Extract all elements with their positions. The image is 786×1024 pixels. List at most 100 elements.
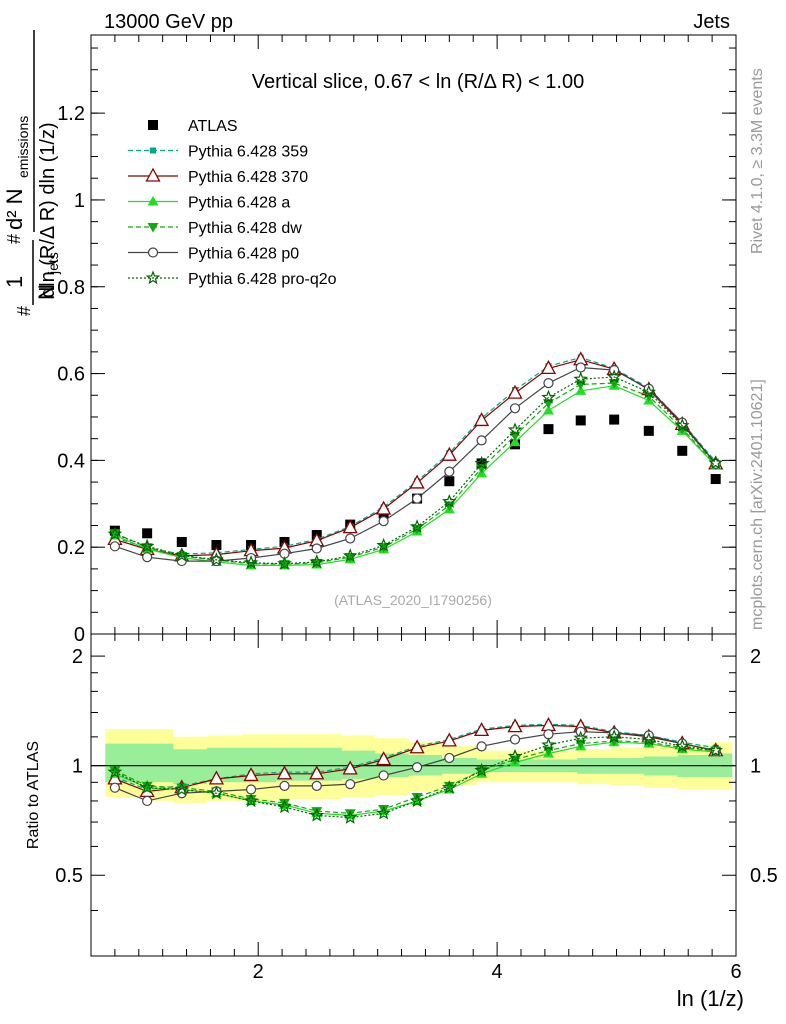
point-0-1 — [142, 528, 153, 539]
ratio-point-3-1 — [141, 781, 153, 792]
point-6-10 — [442, 493, 457, 508]
point-2-12 — [507, 384, 523, 399]
ratio-point-4-0 — [109, 782, 120, 793]
ratio-point-3-5 — [279, 798, 290, 809]
ratio-point-3-0 — [109, 766, 121, 776]
mcplots-label: mcplots.cern.ch [arXiv:2401.10621] — [749, 379, 766, 630]
ylabel-d2n: d² N — [2, 188, 27, 230]
ratio-point-5-15 — [606, 729, 622, 744]
ratio-point-1-10 — [441, 732, 457, 747]
point-5-12 — [509, 403, 521, 414]
ratio-point-5-9 — [409, 793, 425, 808]
x-tick-label: 2 — [253, 961, 264, 983]
ratio-point-3-9 — [411, 793, 423, 803]
legend: ATLAS Pythia 6.428 359 Pythia 6.428 370 Pyt… — [128, 118, 337, 288]
watermark: (ATLAS_2020_I1790256) — [334, 592, 492, 608]
point-6-16 — [641, 384, 657, 399]
point-6-18 — [708, 455, 723, 470]
legend-marker — [148, 120, 158, 130]
ratio-ytick-label-right: 1 — [750, 756, 761, 778]
ratio-point-1-8 — [376, 751, 392, 766]
point-2-8 — [376, 500, 392, 515]
ratio-point-3-10 — [443, 781, 455, 792]
point-5-17 — [677, 417, 688, 428]
ratio-point-5-0 — [107, 764, 123, 779]
point-6-8 — [376, 537, 391, 552]
ratio-line-5 — [114, 736, 716, 819]
legend-label: Pythia 6.428 p0 — [188, 246, 299, 263]
point-6-2 — [174, 547, 190, 562]
legend-item: Pythia 6.428 a — [128, 195, 290, 212]
point-5-1 — [142, 552, 153, 563]
point-5-11 — [476, 435, 487, 446]
legend-label: Pythia 6.428 370 — [188, 169, 308, 186]
ratio-ytick-label-left: 1 — [72, 756, 83, 778]
ratio-point-4-4 — [245, 784, 257, 795]
main-ylabel: # 1 N jets # d² N emissions dln (R/Δ R) … — [2, 30, 61, 316]
point-6-7 — [342, 548, 358, 563]
ratio-point-5-16 — [641, 731, 657, 746]
series-6 — [107, 369, 723, 570]
ratio-point-3-7 — [344, 809, 356, 819]
point-5-18 — [710, 458, 721, 469]
legend-item: Pythia 6.428 pro-q2o — [128, 270, 337, 288]
point-3-12 — [509, 436, 521, 447]
point-5-9 — [411, 493, 423, 504]
point-3-14 — [575, 385, 587, 395]
point-5-6 — [311, 543, 322, 554]
legend-item: Pythia 6.428 dw — [128, 220, 302, 237]
point-4-5 — [279, 560, 290, 570]
main-ytick-label: 0.8 — [57, 277, 85, 299]
point-5-7 — [345, 533, 356, 544]
ratio-point-1-11 — [473, 722, 490, 737]
ratio-point-3-4 — [245, 794, 257, 805]
legend-item: Pythia 6.428 p0 — [128, 246, 299, 263]
main-ytick-label: 0.4 — [57, 450, 85, 472]
legend-marker — [147, 223, 159, 233]
main-ytick-label: 0 — [74, 624, 85, 646]
ratio-point-5-14 — [573, 730, 588, 745]
point-5-10 — [444, 466, 455, 477]
legend-item: Pythia 6.428 370 — [128, 167, 308, 186]
legend-label: Pythia 6.428 a — [188, 195, 290, 212]
ylabel-hash-2: # — [4, 234, 24, 244]
ratio-point-5-2 — [174, 781, 190, 796]
header-left: 13000 GeV pp — [104, 11, 233, 33]
point-0-11 — [476, 458, 487, 469]
x-tick-label: 6 — [730, 961, 741, 983]
ratio-point-1-5 — [276, 765, 293, 780]
legend-item: Pythia 6.428 359 — [128, 144, 308, 161]
ratio-point-4-7 — [345, 778, 356, 790]
point-5-8 — [378, 516, 389, 527]
main-title: Vertical slice, 0.67 < ln (R/Δ R) < 1.00 — [252, 71, 584, 93]
point-0-18 — [710, 474, 721, 485]
ratio-point-5-18 — [708, 742, 723, 757]
ratio-point-5-5 — [277, 799, 292, 814]
point-6-17 — [674, 418, 690, 432]
main-ytick-label: 1 — [74, 190, 85, 212]
ratio-ytick-label-left: 2 — [72, 646, 83, 668]
point-2-11 — [473, 412, 490, 427]
ratio-frame — [90, 633, 737, 957]
ratio-point-5-11 — [474, 762, 489, 777]
point-6-14 — [573, 371, 588, 386]
ylabel-hash-1: # — [14, 306, 34, 316]
x-tick-label: 4 — [492, 961, 503, 983]
ratio-point-5-13 — [541, 737, 556, 752]
point-6-1 — [139, 538, 155, 553]
ratio-point-5-17 — [674, 738, 690, 753]
legend-marker — [145, 270, 161, 285]
legend-label: Pythia 6.428 pro-q2o — [188, 271, 337, 288]
ratio-point-5-1 — [139, 780, 155, 794]
ratio-point-4-10 — [444, 752, 455, 764]
point-0-13 — [543, 424, 554, 435]
ratio-point-4-12 — [509, 734, 521, 745]
ratio-point-4-8 — [378, 770, 389, 781]
rivet-version-label: Rivet 4.1.0, ≥ 3.3M events — [749, 68, 766, 254]
legend-label: Pythia 6.428 359 — [188, 144, 308, 161]
ratio-point-5-12 — [507, 748, 523, 763]
legend-item: ATLAS — [148, 118, 238, 135]
ylabel-emissions-subscript: emissions — [15, 116, 31, 178]
point-0-10 — [444, 476, 455, 487]
